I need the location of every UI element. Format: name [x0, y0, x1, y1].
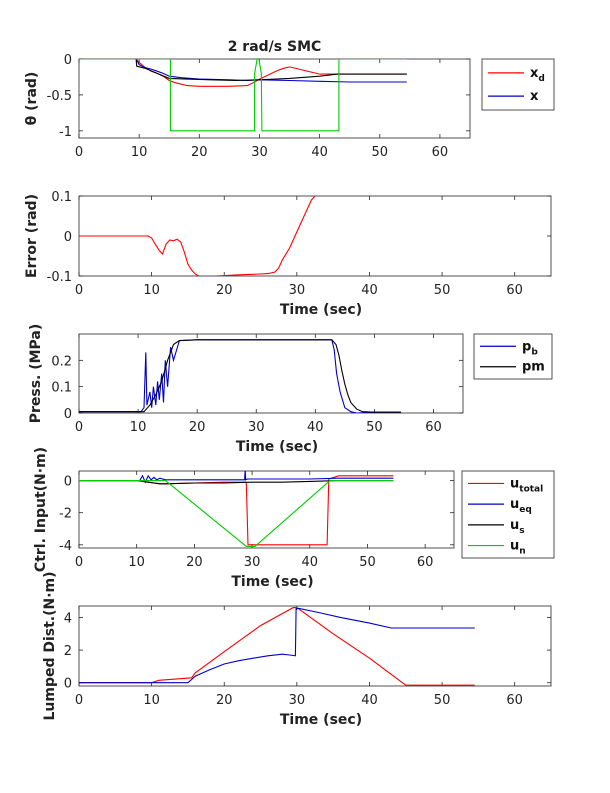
axes-box [78, 195, 552, 277]
x-axis-label: Time (sec) [231, 574, 313, 590]
axes-box [78, 605, 552, 687]
legend-subscript: eq [519, 505, 532, 515]
y-tick-label: 0.1 [51, 190, 72, 205]
y-tick-label: -1 [59, 125, 72, 140]
x-tick-label: 40 [311, 145, 328, 160]
chart-4: 0 10 20 30 40 50 60 0 -2 -4 Time (sec) Ctrl. Input(… [33, 447, 555, 590]
chart-5: 0 10 20 30 40 50 60 0 2 4 Time (sec) Lumped Dist.(N… [42, 571, 552, 728]
y-axis-label: Error (rad) [24, 194, 40, 278]
axes-box [78, 470, 455, 549]
series-line-4 [79, 480, 394, 547]
x-tick-label: 20 [189, 420, 206, 435]
x-tick-label: 50 [359, 555, 376, 570]
y-tick-label: 0 [64, 677, 72, 692]
y-tick-label: -0.1 [47, 270, 72, 285]
y-tick-label: 2 [64, 644, 72, 659]
x-tick-label: 10 [130, 420, 147, 435]
y-axis-label: Press. (MPa) [28, 324, 44, 424]
x-tick-label: 30 [244, 555, 261, 570]
series-line-2 [79, 59, 407, 83]
x-axis-label: Time (sec) [280, 712, 362, 728]
legend-label: pm [522, 360, 545, 375]
series-line-3 [79, 59, 407, 82]
series-line-1 [79, 339, 401, 413]
legend-box [481, 58, 555, 111]
x-tick-label: 20 [216, 693, 233, 708]
series-line-2 [79, 471, 394, 484]
y-tick-label: 0.2 [51, 354, 72, 369]
x-tick-label: 0 [75, 693, 83, 708]
y-tick-label: -4 [59, 539, 72, 554]
x-tick-label: 50 [434, 283, 451, 298]
legend-label: x [530, 89, 539, 104]
x-tick-label: 60 [417, 555, 434, 570]
x-tick-label: 10 [143, 693, 160, 708]
y-tick-label: 0 [64, 230, 72, 245]
series-line-1 [79, 196, 316, 276]
x-tick-label: 20 [191, 145, 208, 160]
x-tick-label: 40 [361, 693, 378, 708]
y-axis-label: θ (rad) [24, 72, 40, 126]
legend-box [473, 333, 553, 380]
x-tick-label: 50 [366, 420, 383, 435]
x-tick-label: 50 [371, 145, 388, 160]
x-tick-label: 0 [75, 555, 83, 570]
series-line-4 [79, 59, 407, 132]
chart-title: 2 rad/s SMC [228, 39, 322, 55]
x-tick-label: 60 [506, 693, 523, 708]
y-tick-label: 0.1 [51, 381, 72, 396]
y-tick-label: -2 [59, 507, 72, 522]
y-axis-label: Ctrl. Input(N·m) [33, 447, 49, 572]
y-tick-label: 0 [64, 407, 72, 422]
y-tick-label: -0.5 [47, 89, 72, 104]
x-tick-label: 50 [434, 693, 451, 708]
axes-box [78, 333, 464, 414]
x-axis-label: Time (sec) [280, 302, 362, 318]
legend-subscript: b [531, 347, 538, 357]
x-tick-label: 30 [289, 283, 306, 298]
legend-subscript: total [519, 484, 543, 494]
series-line-1 [79, 607, 475, 686]
y-tick-label: 4 [64, 611, 72, 626]
series-line-2 [79, 607, 475, 684]
x-tick-label: 60 [425, 420, 442, 435]
x-tick-label: 0 [75, 145, 83, 160]
y-axis-label: Lumped Dist.(N·m) [42, 571, 58, 720]
legend-subscript: d [538, 74, 544, 84]
x-tick-label: 0 [75, 420, 83, 435]
x-tick-label: 10 [131, 145, 148, 160]
x-tick-label: 20 [216, 283, 233, 298]
x-tick-label: 30 [289, 693, 306, 708]
chart-1: 0 10 20 30 40 50 60 0 -0.5 -1 2 rad/s SMC θ (rad) xd… [24, 39, 555, 160]
x-tick-label: 0 [75, 283, 83, 298]
legend: xdx [481, 58, 555, 111]
legend-subscript: n [519, 547, 525, 557]
x-tick-label: 40 [301, 555, 318, 570]
x-tick-label: 40 [361, 283, 378, 298]
x-tick-label: 40 [307, 420, 324, 435]
x-tick-label: 20 [186, 555, 203, 570]
x-axis-label: Time (sec) [236, 439, 318, 455]
chart-3: 0 10 20 30 40 50 60 0 0.1 0.2 Time (sec) Press. (MP… [28, 324, 553, 455]
x-tick-label: 10 [128, 555, 145, 570]
series-line-1 [79, 475, 394, 546]
x-tick-label: 10 [143, 283, 160, 298]
legend-subscript: s [519, 526, 524, 536]
x-tick-label: 30 [248, 420, 265, 435]
x-tick-label: 60 [432, 145, 449, 160]
legend-box [461, 470, 555, 559]
y-tick-label: 0 [64, 53, 72, 68]
y-tick-label: 0 [64, 475, 72, 490]
x-tick-label: 30 [251, 145, 268, 160]
axes-box [78, 58, 471, 139]
x-tick-label: 60 [506, 283, 523, 298]
series-line-2 [79, 339, 401, 413]
